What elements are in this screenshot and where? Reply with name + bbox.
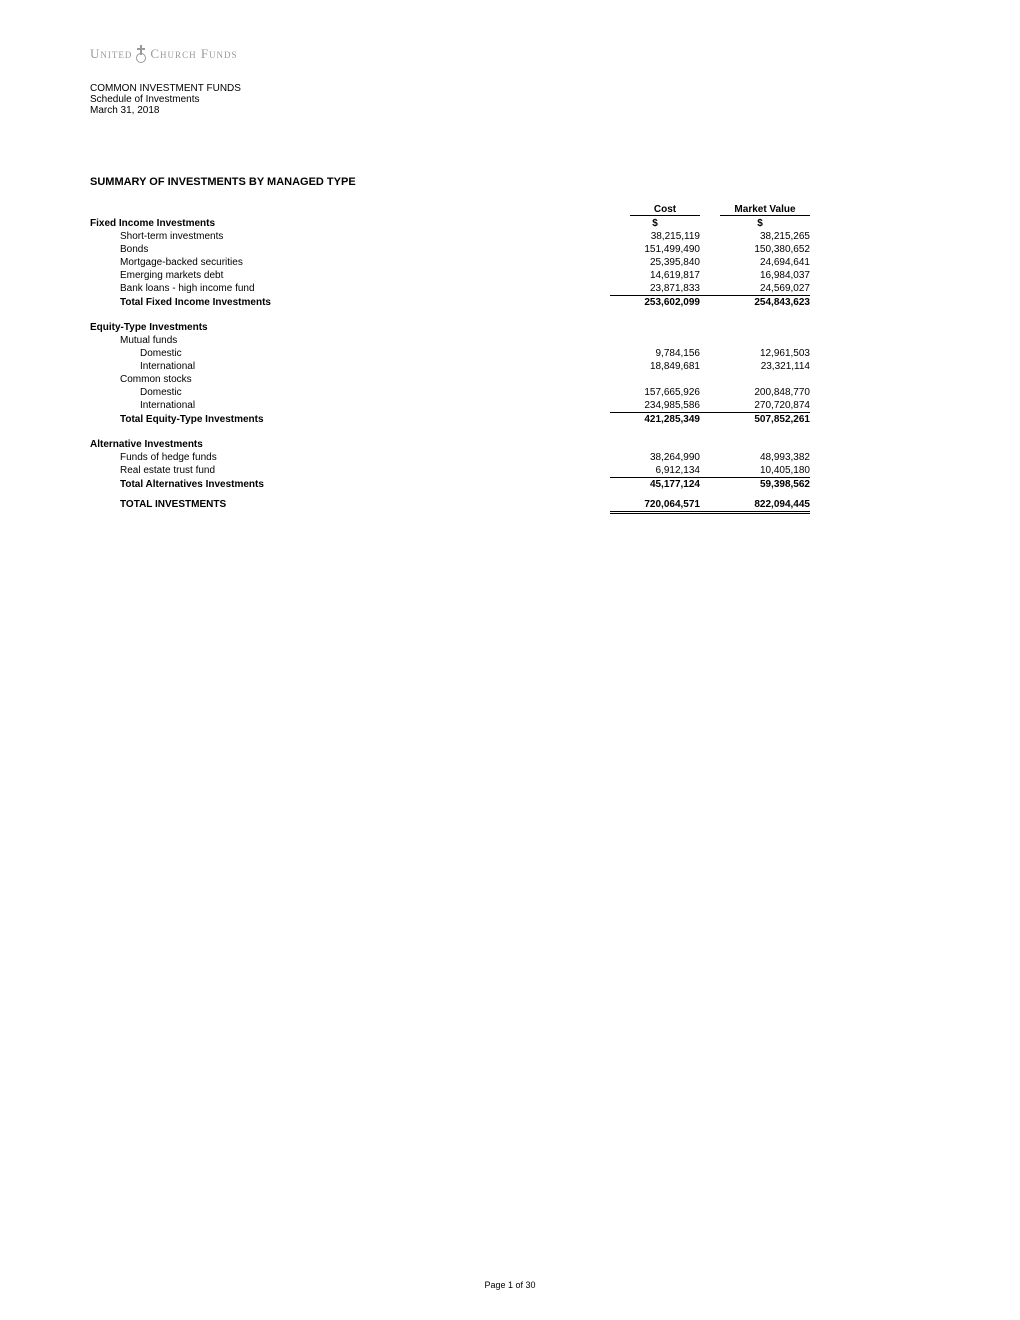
row-mv: 12,961,503: [710, 347, 810, 360]
row-label: Mortgage-backed securities: [90, 256, 610, 269]
table-row: Emerging markets debt 14,619,817 16,984,…: [90, 269, 810, 282]
row-cost: 25,395,840: [610, 256, 710, 269]
logo-text-left: United: [90, 46, 132, 62]
table-row: Bonds 151,499,490 150,380,652: [90, 243, 810, 256]
row-mv: 10,405,180: [710, 464, 810, 478]
row-cost: 157,665,926: [610, 386, 710, 399]
row-mv: 16,984,037: [710, 269, 810, 282]
fixed-income-title: Fixed Income Investments: [90, 217, 610, 230]
grand-total-cost: 720,064,571: [610, 491, 710, 513]
row-mv: 48,993,382: [710, 451, 810, 464]
row-cost: 23,871,833: [610, 282, 710, 296]
header-subtitle: Schedule of Investments: [90, 94, 930, 105]
logo-cross-globe-icon: [134, 45, 148, 63]
table-row: Short-term investments 38,215,119 38,215…: [90, 230, 810, 243]
row-label: Short-term investments: [90, 230, 610, 243]
subcategory-label: Common stocks: [90, 373, 610, 386]
subcategory-label: Mutual funds: [90, 334, 610, 347]
subcategory-row: Mutual funds: [90, 334, 810, 347]
row-cost: 38,215,119: [610, 230, 710, 243]
row-label: Real estate trust fund: [90, 464, 610, 478]
row-label: International: [90, 360, 610, 373]
page-footer: Page 1 of 30: [0, 1280, 1020, 1290]
total-cost: 253,602,099: [610, 296, 710, 310]
investments-table: Cost Market Value Fixed Income Investmen…: [90, 203, 810, 514]
currency-cost: $: [610, 217, 710, 230]
equity-type-header-row: Equity-Type Investments: [90, 321, 810, 334]
table-row: International 234,985,586 270,720,874: [90, 399, 810, 413]
table-row: Bank loans - high income fund 23,871,833…: [90, 282, 810, 296]
header-date: March 31, 2018: [90, 105, 930, 116]
row-cost: 151,499,490: [610, 243, 710, 256]
market-value-header: Market Value: [720, 204, 810, 216]
currency-row: Fixed Income Investments $ $: [90, 217, 810, 230]
table-row: Domestic 9,784,156 12,961,503: [90, 347, 810, 360]
grand-total-row: TOTAL INVESTMENTS 720,064,571 822,094,44…: [90, 491, 810, 513]
table-row: Funds of hedge funds 38,264,990 48,993,3…: [90, 451, 810, 464]
row-mv: 24,569,027: [710, 282, 810, 296]
total-row: Total Alternatives Investments 45,177,12…: [90, 478, 810, 492]
row-cost: 6,912,134: [610, 464, 710, 478]
total-cost: 421,285,349: [610, 413, 710, 427]
row-mv: 38,215,265: [710, 230, 810, 243]
table-row: Mortgage-backed securities 25,395,840 24…: [90, 256, 810, 269]
logo-text-right: Church Funds: [150, 46, 237, 62]
row-label: Funds of hedge funds: [90, 451, 610, 464]
section-title: SUMMARY OF INVESTMENTS BY MANAGED TYPE: [90, 176, 930, 188]
subcategory-row: Common stocks: [90, 373, 810, 386]
row-label: International: [90, 399, 610, 413]
grand-total-mv: 822,094,445: [710, 491, 810, 513]
row-cost: 38,264,990: [610, 451, 710, 464]
row-cost: 14,619,817: [610, 269, 710, 282]
grand-total-label: TOTAL INVESTMENTS: [90, 491, 610, 513]
row-label: Bank loans - high income fund: [90, 282, 610, 296]
equity-type-title: Equity-Type Investments: [90, 321, 610, 334]
currency-mv: $: [710, 217, 810, 230]
row-label: Emerging markets debt: [90, 269, 610, 282]
total-cost: 45,177,124: [610, 478, 710, 492]
total-mv: 507,852,261: [710, 413, 810, 427]
total-label: Total Alternatives Investments: [90, 478, 610, 492]
row-mv: 270,720,874: [710, 399, 810, 413]
row-label: Bonds: [90, 243, 610, 256]
row-mv: 200,848,770: [710, 386, 810, 399]
total-row: Total Fixed Income Investments 253,602,0…: [90, 296, 810, 310]
column-header-row: Cost Market Value: [90, 203, 810, 217]
total-label: Total Equity-Type Investments: [90, 413, 610, 427]
row-label: Domestic: [90, 347, 610, 360]
total-mv: 254,843,623: [710, 296, 810, 310]
cost-header: Cost: [630, 204, 700, 216]
table-row: Domestic 157,665,926 200,848,770: [90, 386, 810, 399]
total-row: Total Equity-Type Investments 421,285,34…: [90, 413, 810, 427]
alternative-header-row: Alternative Investments: [90, 438, 810, 451]
table-row: Real estate trust fund 6,912,134 10,405,…: [90, 464, 810, 478]
row-label: Domestic: [90, 386, 610, 399]
logo: United Church Funds: [90, 45, 930, 63]
header-title: COMMON INVESTMENT FUNDS: [90, 83, 930, 94]
row-mv: 24,694,641: [710, 256, 810, 269]
total-mv: 59,398,562: [710, 478, 810, 492]
row-cost: 9,784,156: [610, 347, 710, 360]
row-cost: 234,985,586: [610, 399, 710, 413]
table-row: International 18,849,681 23,321,114: [90, 360, 810, 373]
row-mv: 23,321,114: [710, 360, 810, 373]
row-mv: 150,380,652: [710, 243, 810, 256]
row-cost: 18,849,681: [610, 360, 710, 373]
document-header: COMMON INVESTMENT FUNDS Schedule of Inve…: [90, 83, 930, 116]
alternative-title: Alternative Investments: [90, 438, 610, 451]
total-label: Total Fixed Income Investments: [90, 296, 610, 310]
